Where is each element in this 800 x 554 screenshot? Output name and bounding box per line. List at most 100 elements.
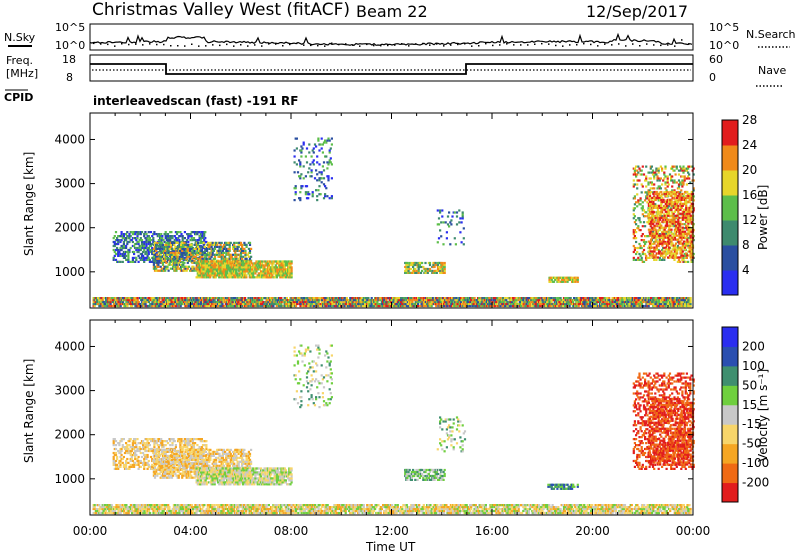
range-cell (421, 269, 424, 272)
range-cell (587, 304, 590, 308)
range-cell (251, 302, 255, 306)
range-cell (664, 165, 667, 168)
range-cell (441, 215, 444, 218)
range-cell (636, 246, 639, 250)
range-cell (170, 259, 174, 262)
range-cell (316, 199, 319, 202)
range-cell (164, 249, 167, 252)
range-cell (286, 264, 289, 267)
nsearch-point (380, 44, 382, 47)
range-cell (189, 297, 192, 300)
range-cell (185, 269, 188, 272)
range-cell (182, 257, 185, 260)
range-cell (160, 255, 163, 258)
range-cell (504, 297, 507, 300)
range-cell (455, 223, 459, 226)
range-cell (633, 304, 636, 308)
range-cell (558, 304, 561, 308)
range-cell (481, 299, 484, 302)
range-cell (203, 233, 206, 236)
range-cell (166, 265, 169, 268)
range-cell (195, 276, 198, 279)
range-cell (665, 199, 668, 202)
range-cell (176, 299, 179, 302)
range-cell (228, 302, 231, 306)
range-cell (171, 299, 174, 302)
range-cell (199, 249, 202, 252)
range-cell (237, 245, 240, 248)
range-cell (651, 173, 655, 176)
range-cell (206, 260, 209, 263)
range-cell (300, 187, 303, 190)
nsearch-point (205, 45, 207, 47)
range-cell (196, 276, 199, 279)
range-cell (319, 193, 322, 196)
range-cell (275, 270, 278, 273)
range-cell (184, 297, 187, 300)
range-cell (621, 300, 624, 304)
range-cell (263, 302, 266, 306)
range-cell (203, 262, 206, 265)
range-cell (174, 245, 177, 248)
range-cell (193, 249, 196, 252)
range-cell (669, 300, 672, 304)
range-cell (514, 300, 517, 304)
range-cell (189, 257, 192, 260)
range-cell (605, 297, 608, 300)
range-cell (550, 297, 553, 300)
range-cell (461, 217, 464, 220)
range-cell (245, 300, 248, 304)
range-cell (645, 179, 648, 182)
range-cell (671, 211, 674, 214)
range-cell (512, 297, 515, 300)
range-cell (668, 173, 672, 176)
range-cell (550, 300, 553, 304)
range-cell (211, 260, 214, 263)
range-cell (117, 239, 120, 242)
range-cell (662, 299, 665, 302)
range-cell (576, 280, 579, 283)
range-cell (213, 255, 217, 258)
range-cell (200, 266, 203, 269)
range-cell (196, 304, 199, 308)
range-cell (316, 173, 319, 176)
range-cell (355, 299, 359, 302)
range-cell (251, 304, 255, 308)
range-cell (127, 258, 130, 261)
range-cell (122, 254, 125, 257)
range-cell (313, 304, 316, 308)
range-cell (317, 137, 320, 140)
range-cell (165, 235, 168, 238)
range-cell (137, 254, 140, 257)
range-cell (200, 249, 203, 252)
range-cell (374, 299, 377, 302)
range-cell (543, 299, 546, 302)
range-cell (574, 280, 577, 283)
range-cell (214, 276, 217, 279)
range-cell (216, 249, 219, 252)
range-cell (253, 262, 256, 265)
range-cell (385, 304, 388, 308)
range-cell (322, 169, 326, 172)
range-cell (645, 185, 648, 188)
range-cell (410, 297, 413, 300)
range-cell (608, 304, 611, 308)
range-cell (222, 304, 225, 308)
range-cell (213, 257, 217, 260)
range-cell (560, 302, 563, 306)
range-cell (153, 247, 157, 250)
range-cell (689, 302, 692, 306)
range-cell (184, 267, 187, 270)
range-cell (250, 276, 254, 279)
range-cell (407, 269, 410, 272)
range-cell (206, 264, 209, 267)
range-cell (621, 304, 624, 308)
range-cell (478, 297, 481, 300)
range-cell (651, 187, 655, 190)
range-cell (210, 299, 213, 302)
range-cell (295, 147, 298, 150)
range-cell (304, 193, 307, 196)
range-cell (661, 193, 664, 196)
range-cell (417, 271, 420, 274)
range-cell (145, 299, 148, 302)
